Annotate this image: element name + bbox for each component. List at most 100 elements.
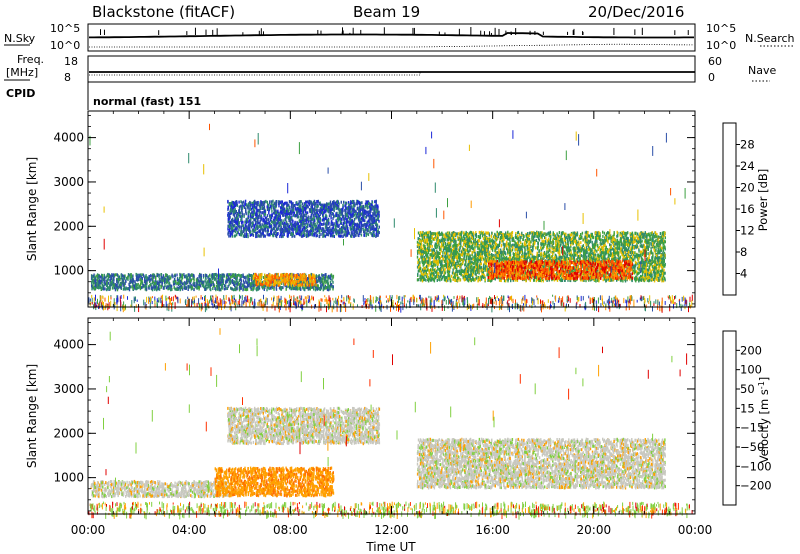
heatmap-cell (235, 217, 237, 221)
heatmap-cell (207, 285, 209, 289)
heatmap-cell (132, 279, 135, 283)
heatmap-cell (309, 233, 311, 237)
heatmap-cell (297, 228, 299, 231)
heatmap-cell (340, 213, 342, 217)
heatmap-cell (115, 273, 117, 277)
heatmap-cell (275, 287, 278, 291)
heatmap-cell (209, 273, 211, 277)
heatmap-cell (232, 222, 234, 226)
heatmap-cell (356, 223, 358, 227)
heatmap-cell (308, 286, 310, 290)
heatmap-cell (173, 282, 175, 286)
heatmap-cell (184, 284, 186, 288)
heatmap-cell (301, 216, 304, 220)
power-heatmap-cells (88, 123, 693, 313)
heatmap-cell (190, 287, 193, 291)
heatmap-cell (122, 277, 125, 281)
heatmap-cell (330, 216, 332, 220)
heatmap-cell (229, 277, 231, 281)
heatmap-cell (266, 225, 268, 229)
heatmap-cell (178, 282, 181, 286)
heatmap-cell (204, 288, 207, 291)
heatmap-cell (180, 281, 182, 285)
heatmap-cell (302, 202, 304, 206)
heatmap-cell (305, 200, 307, 204)
heatmap-cell (258, 286, 261, 290)
heatmap-cell (331, 274, 333, 278)
heatmap-cell (319, 287, 321, 291)
heatmap-cell (230, 275, 232, 279)
heatmap-cell (230, 286, 232, 290)
heatmap-cell (246, 287, 249, 291)
heatmap-cell (324, 216, 326, 220)
heatmap-cell (313, 221, 315, 225)
heatmap-cell (234, 287, 236, 291)
heatmap-cell (153, 275, 155, 279)
heatmap-cell (320, 218, 322, 222)
heatmap-cell (330, 213, 332, 217)
heatmap-cell (187, 273, 189, 277)
heatmap-cell (229, 281, 232, 285)
heatmap-cell (353, 220, 355, 224)
heatmap-cell (285, 285, 288, 289)
heatmap-cell (116, 285, 118, 288)
heatmap-cell (309, 230, 311, 233)
heatmap-cell (260, 277, 263, 281)
heatmap-cell (251, 283, 253, 286)
heatmap-cell (245, 288, 247, 292)
heatmap-cell (301, 282, 304, 286)
heatmap-cell (303, 288, 305, 291)
heatmap-cell (125, 279, 127, 283)
heatmap-cell (295, 229, 297, 233)
heatmap-cell (279, 235, 281, 238)
heatmap-cell (310, 227, 312, 231)
heatmap-cell (237, 212, 240, 216)
heatmap-cell (261, 228, 263, 232)
heatmap-cell (248, 284, 250, 288)
heatmap-cell (122, 287, 125, 291)
heatmap-cell (97, 281, 99, 285)
heatmap-cell (119, 283, 122, 287)
heatmap-cell (372, 214, 374, 218)
heatmap-cell (291, 224, 294, 228)
heatmap-cell (93, 286, 96, 290)
heatmap-cell (216, 287, 218, 291)
heatmap-cell (250, 286, 252, 290)
heatmap-cell (320, 283, 322, 287)
heatmap-cell (118, 283, 120, 287)
heatmap-cell (103, 283, 105, 287)
heatmap-cell (256, 227, 259, 231)
heatmap-cell (242, 220, 244, 224)
heatmap-cell (172, 275, 174, 279)
heatmap-cell (93, 279, 96, 283)
heatmap-cell (239, 233, 242, 237)
heatmap-cell (123, 281, 125, 285)
heatmap-cell (298, 204, 300, 208)
heatmap-cell (137, 282, 139, 286)
cpid-value: normal (fast) 151 (93, 95, 201, 108)
heatmap-cell (262, 234, 265, 238)
heatmap-cell (132, 282, 134, 285)
heatmap-cell (332, 217, 334, 221)
heatmap-cell (176, 273, 178, 277)
heatmap-cell (95, 274, 97, 278)
heatmap-cell (366, 223, 368, 227)
heatmap-cell (322, 288, 324, 292)
heatmap-cell (289, 285, 291, 289)
heatmap-cell (248, 277, 251, 281)
heatmap-cell (323, 282, 325, 286)
heatmap-cell (282, 225, 285, 229)
heatmap-cell (187, 288, 189, 291)
heatmap-cell (219, 281, 222, 285)
heatmap-cell (199, 284, 202, 288)
heatmap-cell (264, 224, 266, 228)
heatmap-cell (294, 224, 296, 228)
heatmap-cell (121, 274, 124, 278)
heatmap-cell (247, 280, 249, 284)
heatmap-cell (286, 207, 288, 210)
heatmap-cell (327, 208, 329, 212)
heatmap-cell (227, 206, 229, 210)
heatmap-cell (332, 285, 334, 289)
heatmap-cell (365, 232, 367, 236)
